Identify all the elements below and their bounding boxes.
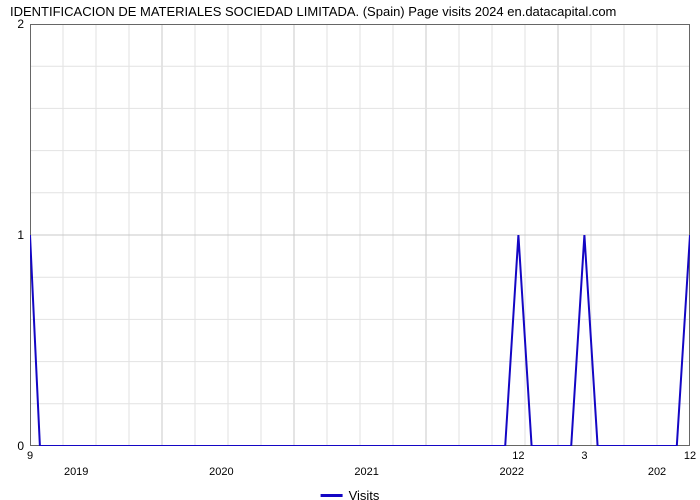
x-year-label: 202 [648, 466, 666, 478]
x-point-label: 9 [27, 450, 33, 462]
legend-label: Visits [349, 488, 380, 500]
legend-swatch [321, 494, 343, 497]
x-year-label: 2021 [354, 466, 378, 478]
x-point-label: 3 [581, 450, 587, 462]
y-tick-label: 2 [17, 17, 24, 31]
chart-title: IDENTIFICACION DE MATERIALES SOCIEDAD LI… [10, 4, 616, 19]
y-tick-label: 0 [17, 439, 24, 453]
chart-legend: Visits [321, 488, 380, 500]
y-tick-label: 1 [17, 228, 24, 242]
x-point-label: 12 [512, 450, 524, 462]
chart-svg [30, 24, 690, 446]
x-year-label: 2020 [209, 466, 233, 478]
x-point-label: 12 [684, 450, 696, 462]
chart-plot-area: 0122019202020212022202912312 [30, 24, 690, 446]
x-year-label: 2019 [64, 466, 88, 478]
x-year-label: 2022 [500, 466, 524, 478]
